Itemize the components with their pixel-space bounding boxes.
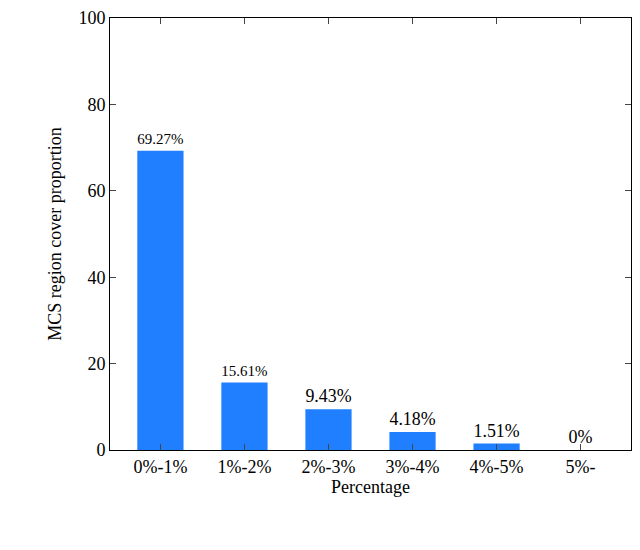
svg-text:20: 20 [87, 354, 105, 374]
svg-text:2%-3%: 2%-3% [301, 457, 355, 477]
svg-text:1%-2%: 1%-2% [217, 457, 271, 477]
svg-text:MCS region cover proportion: MCS region cover proportion [45, 127, 65, 340]
svg-text:60: 60 [87, 181, 105, 201]
svg-text:4%-5%: 4%-5% [470, 457, 524, 477]
svg-text:15.61%: 15.61% [221, 363, 267, 379]
svg-text:Percentage: Percentage [331, 477, 410, 497]
svg-text:0%: 0% [569, 427, 593, 447]
svg-text:1.51%: 1.51% [473, 421, 519, 441]
svg-text:4.18%: 4.18% [389, 409, 435, 429]
svg-text:3%-4%: 3%-4% [386, 457, 440, 477]
svg-text:69.27%: 69.27% [137, 131, 183, 147]
svg-text:0: 0 [96, 440, 105, 460]
svg-text:0%-1%: 0%-1% [133, 457, 187, 477]
svg-text:80: 80 [87, 95, 105, 115]
svg-text:9.43%: 9.43% [305, 386, 351, 406]
svg-text:40: 40 [87, 268, 105, 288]
svg-text:100: 100 [78, 8, 105, 28]
svg-text:5%-: 5%- [566, 457, 596, 477]
